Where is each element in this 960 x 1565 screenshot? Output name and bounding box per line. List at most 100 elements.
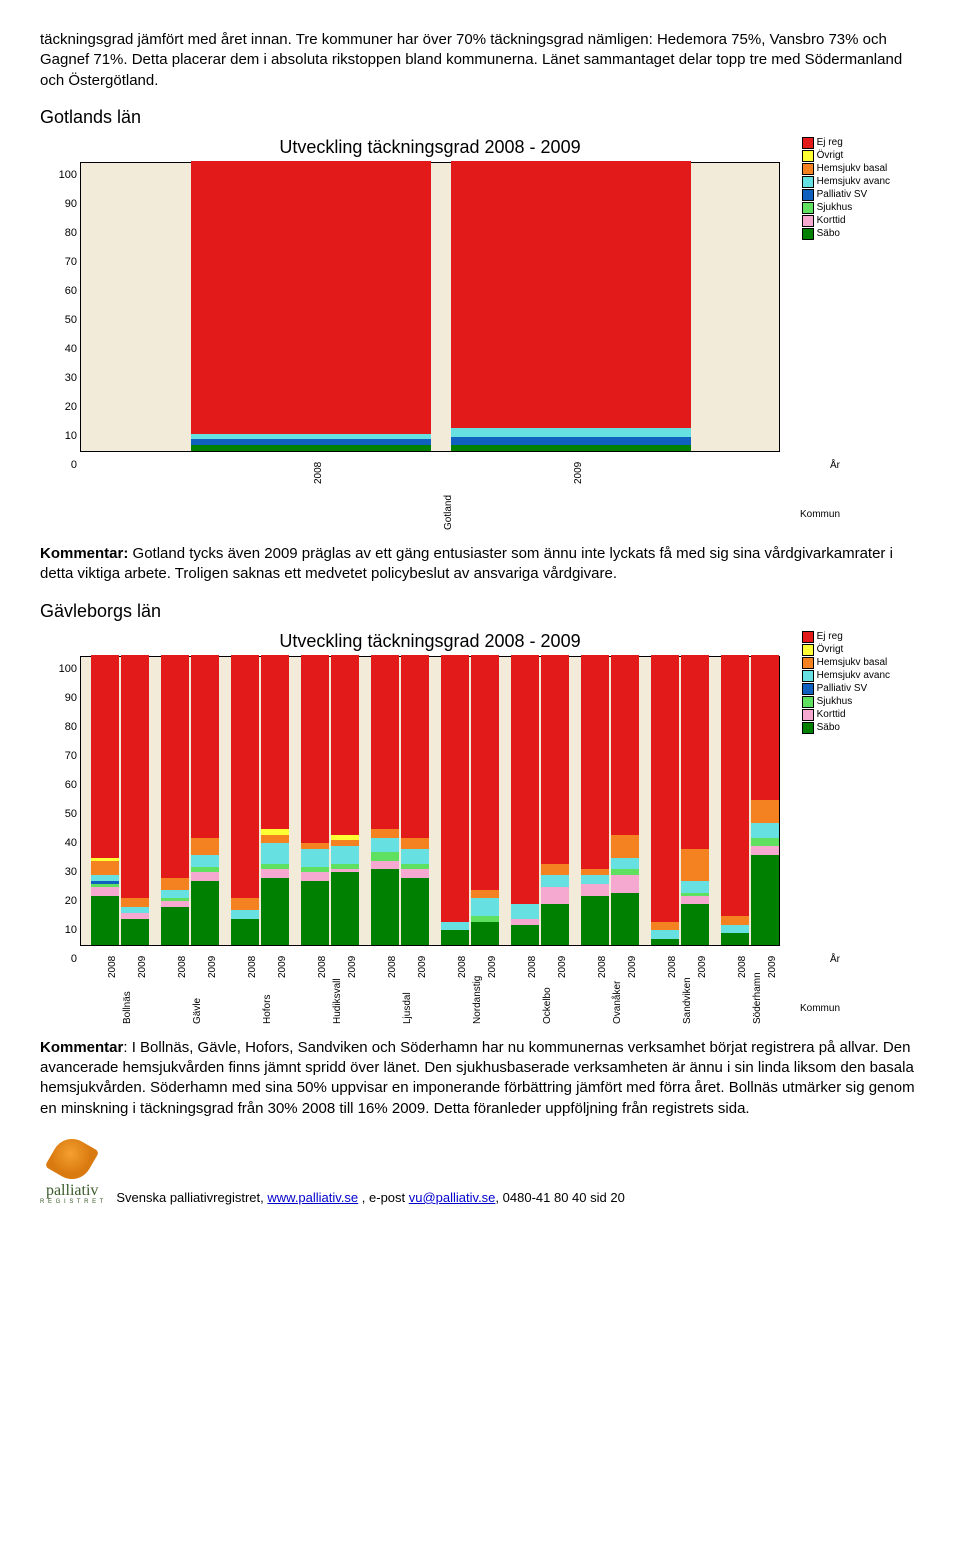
- xlabel-muni: Ovanåker: [612, 980, 623, 1023]
- legend-swatch: [802, 657, 814, 669]
- bar-segment: [651, 930, 679, 939]
- legend-label: Palliativ SV: [817, 683, 868, 695]
- logo-text: palliativ: [46, 1183, 98, 1199]
- footer-text: Svenska palliativregistret, www.palliati…: [116, 1190, 624, 1205]
- bar-segment: [121, 898, 149, 907]
- bar: [191, 161, 431, 451]
- bar-segment: [161, 890, 189, 899]
- footer-link-site[interactable]: www.palliativ.se: [267, 1190, 358, 1205]
- bar-segment: [191, 439, 431, 445]
- section-heading-gavleborg: Gävleborgs län: [40, 599, 920, 623]
- bar-segment: [651, 655, 679, 922]
- bar-segment: [401, 838, 429, 850]
- xlabel-year: 2008: [247, 956, 258, 978]
- bar-segment: [471, 916, 499, 922]
- axis-caption-year: År: [830, 460, 840, 471]
- legend-item: Övrigt: [802, 150, 890, 162]
- ytick-label: 10: [51, 924, 77, 936]
- chart-plot: 0102030405060708090100: [80, 162, 780, 452]
- bar-segment: [301, 881, 329, 945]
- bar-segment: [301, 843, 329, 849]
- bar-segment: [441, 930, 469, 945]
- bar-segment: [191, 434, 431, 440]
- bar-segment: [331, 846, 359, 863]
- bar-segment: [121, 907, 149, 913]
- chart-title: Utveckling täckningsgrad 2008 - 2009: [80, 631, 780, 652]
- bar-segment: [91, 884, 119, 887]
- chart-title: Utveckling täckningsgrad 2008 - 2009: [80, 137, 780, 158]
- bar: [231, 655, 259, 945]
- xlabel-muni: Hofors: [262, 994, 273, 1023]
- bar-segment: [401, 849, 429, 864]
- ytick-label: 70: [51, 750, 77, 762]
- bar-segment: [91, 655, 119, 858]
- comment-label: Kommentar:: [40, 545, 128, 562]
- legend-label: Övrigt: [817, 644, 844, 656]
- ytick-label: 0: [51, 459, 77, 471]
- bar-segment: [121, 919, 149, 945]
- footer-mid: , e-post: [358, 1190, 409, 1205]
- bar: [371, 655, 399, 945]
- logo-leaf-icon: [45, 1132, 100, 1187]
- bar-segment: [331, 872, 359, 945]
- xlabel-muni: Nordanstig: [472, 975, 483, 1023]
- legend-swatch: [802, 189, 814, 201]
- bar-segment: [511, 904, 539, 919]
- legend-item: Hemsjukv avanc: [802, 176, 890, 188]
- legend-item: Korttid: [802, 709, 890, 721]
- bar-segment: [401, 655, 429, 838]
- bar-segment: [91, 858, 119, 861]
- bar-segment: [681, 896, 709, 905]
- ytick-label: 30: [51, 866, 77, 878]
- bar-segment: [121, 655, 149, 899]
- bar-segment: [401, 869, 429, 878]
- ytick-label: 60: [51, 779, 77, 791]
- legend-label: Palliativ SV: [817, 189, 868, 201]
- xlabel-year: 2009: [697, 956, 708, 978]
- legend-swatch: [802, 683, 814, 695]
- xlabel-year: 2009: [207, 956, 218, 978]
- bar: [541, 655, 569, 945]
- bar-segment: [511, 919, 539, 925]
- footer-link-mail[interactable]: vu@palliativ.se: [409, 1190, 496, 1205]
- xlabel-year: 2008: [387, 956, 398, 978]
- axis-caption-year: År: [830, 954, 840, 965]
- xlabel-year: 2009: [137, 956, 148, 978]
- ytick-label: 30: [51, 372, 77, 384]
- bar: [681, 655, 709, 945]
- bar: [471, 655, 499, 945]
- bar-segment: [301, 872, 329, 881]
- ytick-label: 90: [51, 692, 77, 704]
- bar-segment: [751, 800, 779, 823]
- xlabel-year: 2009: [767, 956, 778, 978]
- legend-item: Säbo: [802, 722, 890, 734]
- bar: [511, 655, 539, 945]
- bar-segment: [751, 838, 779, 847]
- bar: [441, 655, 469, 945]
- xlabel-muni: Ljusdal: [402, 992, 413, 1024]
- bar-segment: [231, 919, 259, 945]
- ytick-label: 70: [51, 256, 77, 268]
- bar-segment: [541, 655, 569, 864]
- legend-label: Hemsjukv basal: [817, 657, 888, 669]
- bar-segment: [471, 890, 499, 899]
- chart-gavleborg: Utveckling täckningsgrad 2008 - 2009 010…: [80, 631, 780, 1028]
- bar-segment: [541, 887, 569, 904]
- bar: [401, 655, 429, 945]
- legend-label: Hemsjukv avanc: [817, 176, 890, 188]
- legend-label: Säbo: [817, 228, 840, 240]
- bar-segment: [261, 843, 289, 863]
- bar-segment: [681, 849, 709, 881]
- xlabel-year: 2008: [317, 956, 328, 978]
- logo-subtext: R E G I S T R E T: [40, 1199, 104, 1205]
- legend-swatch: [802, 722, 814, 734]
- legend-label: Sjukhus: [817, 202, 853, 214]
- bar-segment: [161, 907, 189, 945]
- bar-segment: [681, 655, 709, 849]
- xlabel-year: 2008: [527, 956, 538, 978]
- bar-segment: [371, 829, 399, 838]
- chart-legend: Ej regÖvrigtHemsjukv basalHemsjukv avanc…: [802, 137, 890, 241]
- legend-item: Ej reg: [802, 137, 890, 149]
- xlabel-year: 2008: [177, 956, 188, 978]
- bar-segment: [91, 896, 119, 945]
